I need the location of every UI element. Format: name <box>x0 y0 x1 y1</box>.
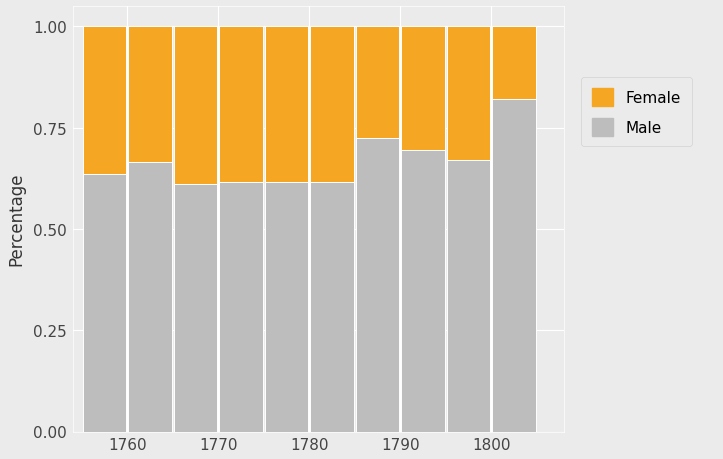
Y-axis label: Percentage: Percentage <box>7 173 25 266</box>
Bar <box>174 27 217 185</box>
Bar <box>356 27 399 138</box>
Bar <box>82 27 127 175</box>
Bar <box>356 138 399 431</box>
Bar <box>310 27 354 183</box>
Bar <box>128 27 172 162</box>
Bar <box>447 27 490 161</box>
Bar <box>82 175 127 431</box>
Bar <box>219 183 262 431</box>
Bar <box>492 100 536 431</box>
Bar <box>401 27 445 151</box>
Bar <box>219 27 262 183</box>
Bar <box>310 183 354 431</box>
Bar <box>265 27 308 183</box>
Bar <box>174 185 217 431</box>
Bar <box>265 183 308 431</box>
Legend: Female, Male: Female, Male <box>581 78 692 147</box>
Bar <box>492 27 536 100</box>
Bar <box>447 161 490 431</box>
Bar <box>128 162 172 431</box>
Bar <box>401 151 445 431</box>
